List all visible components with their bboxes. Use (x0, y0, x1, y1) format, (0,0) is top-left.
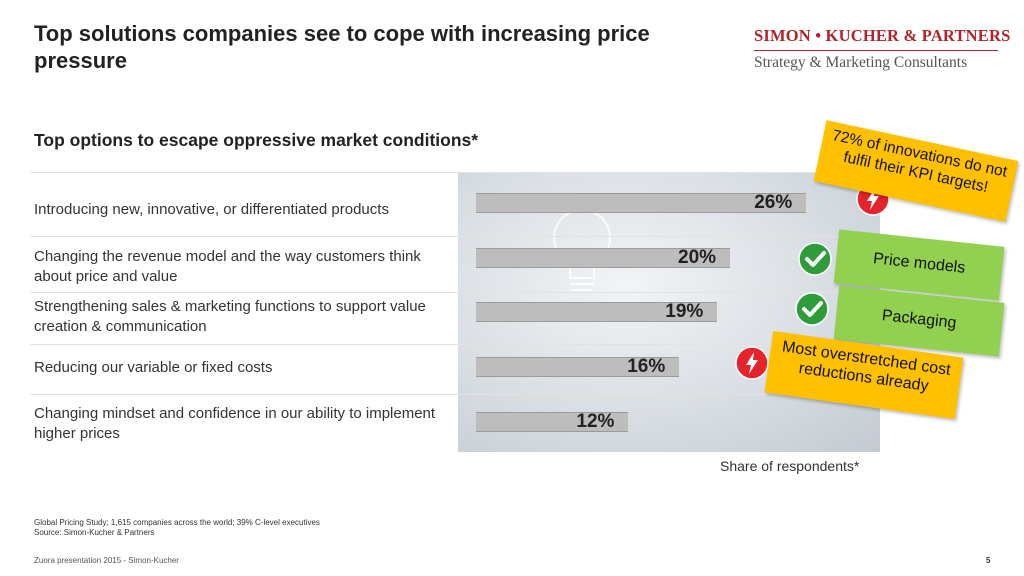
category-label: Strengthening sales & marketing function… (34, 298, 426, 335)
row-divider (30, 172, 880, 173)
chart-subtitle: Top options to escape oppressive market … (34, 130, 479, 150)
company-logo: SIMON • KUCHER & PARTNERS Strategy & Mar… (754, 26, 1011, 72)
footnote-source: Source: Simon-Kucher & Partners (34, 528, 155, 537)
category-label: Reducing our variable or fixed costs (34, 359, 273, 376)
x-axis-label: Share of respondents* (720, 458, 860, 474)
bar (476, 302, 718, 322)
logo-company-name: SIMON • KUCHER & PARTNERS (754, 26, 1011, 45)
row-divider (30, 394, 880, 395)
bar-value-label: 16% (627, 356, 666, 377)
checkmark-icon (798, 242, 832, 276)
logo-tagline: Strategy & Marketing Consultants (754, 54, 968, 71)
footnote: Global Pricing Study; 1,615 companies ac… (34, 518, 320, 538)
bar-value-label: 12% (576, 411, 615, 432)
category-label: Introducing new, innovative, or differen… (34, 201, 389, 218)
bar-value-label: 19% (665, 301, 704, 322)
row-divider (30, 236, 880, 237)
bar (476, 193, 807, 213)
category-label: Changing the revenue model and the way c… (34, 248, 421, 285)
footer-text: Zuora presentation 2015 - Simon-Kucher (34, 556, 179, 565)
bar-value-label: 20% (678, 247, 717, 268)
checkmark-icon (795, 292, 829, 326)
bar (476, 248, 730, 268)
row-divider (30, 292, 880, 293)
slide-title: Top solutions companies see to cope with… (34, 21, 650, 73)
category-label: Changing mindset and confidence in our a… (34, 405, 436, 442)
footnote-study: Global Pricing Study; 1,615 companies ac… (34, 518, 320, 527)
row-divider (30, 344, 880, 345)
bar (476, 412, 629, 432)
bar-value-label: 26% (754, 192, 793, 213)
lightning-warning-icon (735, 346, 769, 380)
page-number: 5 (986, 556, 991, 565)
bar (476, 357, 680, 377)
logo-divider (754, 50, 998, 51)
